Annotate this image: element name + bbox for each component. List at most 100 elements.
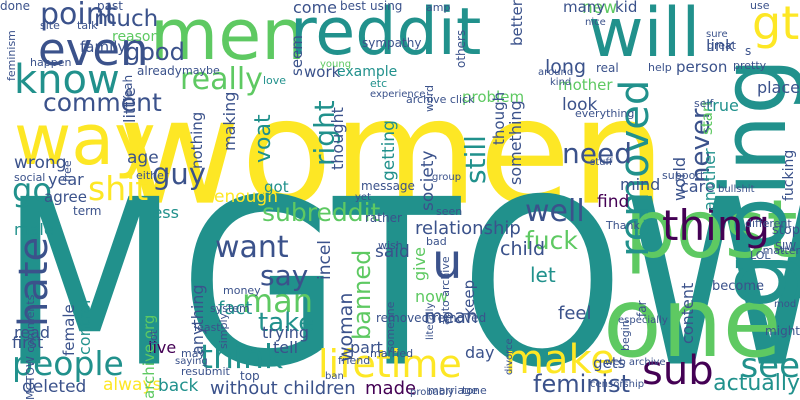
word-new: new [582,0,618,18]
word-best: best [340,0,366,13]
word-great: great [707,39,737,52]
word-sjw: SJW [775,240,797,253]
word-guy: guy [152,157,206,191]
word-use: use [750,0,770,12]
word-everything: everything [575,107,635,120]
word-man: man [242,282,314,320]
word-system: system [210,302,250,315]
word-yeah: Yeah [121,74,135,103]
word-talk: talk [77,19,98,32]
word-sympathy: sympathy [362,36,422,50]
word-child: child [500,238,546,260]
word-link: link [706,36,735,55]
word-much: much [94,6,159,32]
word-know: know [14,57,120,103]
word-made: made [365,378,417,399]
word-social: social [14,171,46,184]
word-divorce: divorce [504,338,515,375]
word-comment: comment [43,88,162,117]
word-become: become [712,279,765,294]
word-example: example [337,64,398,80]
word-nice: nice [585,17,606,28]
word-live: live [148,338,177,357]
word-pretty: pretty [733,59,767,72]
word-thing: thing [662,201,771,250]
word-group: group [432,172,462,183]
word-long: long [545,56,587,78]
word-literally: literally [425,302,436,340]
word-s: s [745,44,752,58]
word-seen: seen [436,205,463,218]
word-kid: kid [615,0,638,16]
word-mean: mean [424,306,478,328]
word-resubmit: resubmit [181,365,230,378]
word-content: content [678,282,697,344]
word-without-children: without children [210,378,356,399]
word-yet: yet [355,192,371,203]
word-using: using [370,0,403,13]
word-done: done [0,0,30,13]
word-said: said [375,242,410,262]
word-fuck: fuck [525,226,578,255]
word-mod: mod [774,299,797,310]
word-archive-click: archive click [406,93,475,106]
word-feel: feel [558,303,592,324]
word-sub: sub [642,348,714,394]
word-wrong: wrong [14,153,67,173]
word-matter: matter [762,244,800,257]
word-female: female [60,304,78,356]
word-post: post [625,183,798,276]
word-mgtow: MGTOW [0,151,800,400]
word-saying: saying [175,356,208,367]
word-say: say [260,259,309,292]
word-far: far [635,300,649,317]
word-even: even [38,23,149,76]
word-thought: thought [328,107,347,170]
word-voat: voat [251,114,276,163]
word-lifetime: lifetime [318,342,462,386]
word-look: look [562,95,598,115]
word-true: true [706,96,739,115]
word-support: support [662,169,705,182]
word-think: think [200,337,284,376]
word-fact: fact [218,298,253,319]
word-read: read [14,323,51,342]
word-go: go [12,171,52,209]
word-place: place [756,78,800,97]
word-work: work [304,63,341,81]
word-want: want [215,230,289,265]
word-already: already [137,64,182,78]
word-sure: sure [706,29,728,40]
word-removed-removed: removed removed [376,311,487,325]
word-money: money [223,284,261,297]
word-lot: lot [147,329,160,344]
word-will: will [588,0,701,73]
word-still: still [459,135,492,184]
word-site: site [40,19,60,32]
word-real: real [596,61,619,75]
word-wish: wish [378,239,403,252]
word-feminism: feminism [5,30,18,81]
word-let: let [530,263,556,287]
word-women: women [118,68,666,238]
word-censorship: censorship [590,379,645,390]
word-subreddit: subreddit [262,198,381,227]
word-relationship: relationship [415,218,521,239]
word-may: may [181,347,205,360]
word-actually: actually [713,371,800,396]
word-lol: LOL [750,249,771,262]
word-anything: anything [188,284,207,355]
word-nothing: nothing [188,111,206,169]
word-point: point [40,0,117,32]
word-better: better [508,0,526,46]
word-word: word [423,84,436,112]
word-agree: agree [44,188,88,206]
word-give: give [410,247,429,281]
word-people: people [12,344,124,383]
word-seem: seem [288,35,306,76]
word-u: u [432,234,463,290]
word-self: self [694,97,714,110]
word-got: got [264,178,289,196]
word-many: many [563,0,606,16]
word-kind: kind [550,77,572,88]
